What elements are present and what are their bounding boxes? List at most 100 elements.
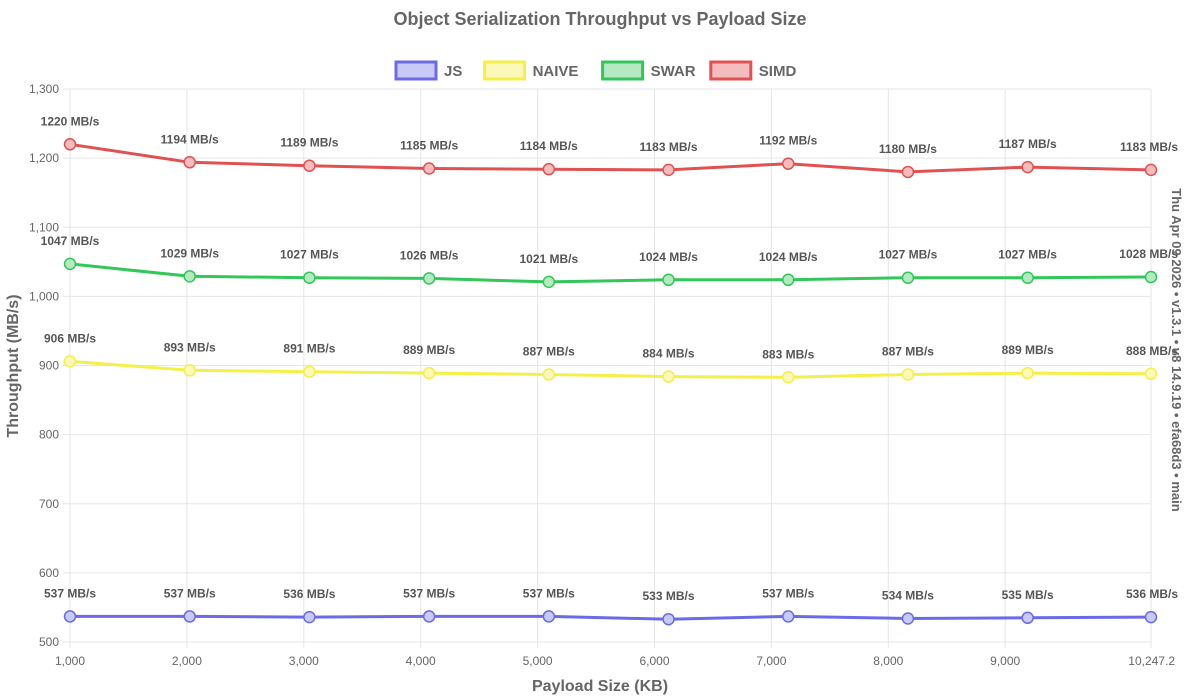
data-point[interactable] [901, 612, 915, 625]
legend-item-js[interactable]: JS [394, 60, 462, 81]
data-point[interactable] [901, 271, 915, 284]
series-swar: 1047 MB/s 1029 MB/s 1027 MB/s 1026 MB/s 1021… [41, 234, 1178, 289]
x-tick-label: 4,000 [406, 654, 436, 668]
data-label: 1027 MB/s [998, 248, 1057, 262]
legend-item-simd[interactable]: SIMD [709, 60, 797, 81]
data-point[interactable] [542, 368, 556, 381]
data-label: 533 MB/s [643, 589, 695, 603]
legend-swatch [709, 60, 753, 81]
data-label: 891 MB/s [283, 342, 335, 356]
x-tick-label: 3,000 [289, 654, 319, 668]
x-axis-label: Payload Size (KB) [532, 678, 668, 695]
x-tick-label: 2,000 [172, 654, 202, 668]
data-point[interactable] [781, 371, 795, 384]
data-point[interactable] [1021, 160, 1034, 174]
data-label: 1183 MB/s [1120, 140, 1178, 154]
data-point[interactable] [781, 610, 795, 623]
data-point[interactable] [303, 271, 316, 284]
y-axis-ticks: 500 600 700 800 900 1,000 1,100 1,200 1,300 [29, 82, 59, 649]
data-point[interactable] [901, 165, 915, 179]
data-point[interactable] [542, 275, 556, 289]
data-point[interactable] [1021, 366, 1034, 380]
legend-label: SWAR [651, 63, 696, 80]
data-label: 537 MB/s [44, 586, 96, 600]
data-point[interactable] [63, 355, 77, 368]
data-point[interactable] [1021, 271, 1034, 284]
legend-item-swar[interactable]: SWAR [601, 60, 696, 81]
data-point[interactable] [422, 366, 436, 380]
legend-label: JS [444, 63, 462, 80]
series-line [70, 614, 1152, 621]
data-point[interactable] [422, 610, 436, 623]
data-point[interactable] [1144, 610, 1158, 624]
legend-label: NAIVE [533, 63, 579, 80]
x-tick-label: 6,000 [639, 654, 669, 668]
data-point[interactable] [901, 368, 915, 381]
y-tick-label: 1,000 [29, 289, 59, 303]
x-tick-label: 9,000 [990, 654, 1020, 668]
y-tick-label: 500 [39, 635, 59, 649]
data-point[interactable] [1021, 611, 1034, 625]
data-label: 534 MB/s [882, 588, 934, 602]
legend-item-naive[interactable]: NAIVE [483, 60, 579, 81]
data-label: 889 MB/s [403, 343, 455, 357]
data-point[interactable] [422, 272, 436, 285]
data-label: 535 MB/s [1002, 588, 1054, 602]
grid [63, 88, 1152, 648]
data-point[interactable] [662, 163, 675, 177]
y-tick-label: 900 [39, 359, 59, 373]
legend-swatch [601, 60, 645, 81]
data-label: 1027 MB/s [280, 248, 339, 262]
data-label: 1189 MB/s [280, 136, 338, 150]
data-point[interactable] [63, 138, 77, 151]
data-label: 893 MB/s [164, 340, 216, 354]
data-label: 888 MB/s [1126, 344, 1178, 358]
data-label: 883 MB/s [762, 347, 814, 361]
data-point[interactable] [183, 270, 196, 283]
data-point[interactable] [781, 273, 795, 287]
y-tick-label: 1,100 [29, 220, 59, 234]
data-label: 1021 MB/s [519, 252, 578, 266]
data-point[interactable] [1144, 163, 1158, 177]
series-naive: 906 MB/s 893 MB/s 891 MB/s 889 MB/s 887 MB/s… [44, 331, 1178, 384]
data-point[interactable] [183, 364, 196, 377]
data-label: 537 MB/s [403, 586, 455, 600]
data-point[interactable] [183, 610, 196, 623]
data-label: 1029 MB/s [160, 246, 219, 260]
data-point[interactable] [63, 610, 77, 623]
data-label: 1183 MB/s [640, 140, 698, 154]
legend-swatch [394, 60, 438, 81]
data-label: 1184 MB/s [520, 139, 578, 153]
data-point[interactable] [303, 365, 316, 378]
build-info-note: Thu Apr 09 2026 • v1.3.1 • v8 14.9.19 • … [1169, 188, 1184, 511]
y-tick-label: 800 [39, 428, 59, 442]
data-label: 536 MB/s [1126, 587, 1178, 601]
data-point[interactable] [1144, 270, 1158, 284]
data-label: 1024 MB/s [639, 250, 698, 264]
data-point[interactable] [303, 610, 316, 624]
data-label: 537 MB/s [523, 586, 575, 600]
data-point[interactable] [542, 610, 556, 623]
data-point[interactable] [1144, 367, 1158, 381]
data-point[interactable] [662, 370, 675, 383]
series-line [69, 359, 1152, 379]
data-point[interactable] [422, 162, 436, 175]
data-point[interactable] [183, 156, 196, 169]
data-point[interactable] [63, 257, 77, 271]
data-label: 1028 MB/s [1119, 247, 1178, 261]
data-point[interactable] [781, 157, 795, 170]
x-tick-label: 1,000 [55, 654, 85, 668]
data-label: 537 MB/s [762, 586, 814, 600]
series-line [69, 262, 1152, 284]
x-tick-label: 10,247.2 [1128, 654, 1175, 668]
y-tick-label: 1,200 [29, 151, 59, 165]
data-label: 1194 MB/s [161, 132, 219, 146]
data-point[interactable] [662, 273, 675, 287]
legend: JS NAIVE SWAR SIMD [394, 60, 797, 81]
legend-swatch [483, 60, 527, 81]
data-label: 1185 MB/s [400, 138, 458, 152]
data-point[interactable] [542, 162, 556, 176]
data-point[interactable] [303, 159, 316, 172]
data-point[interactable] [662, 612, 675, 626]
data-label: 1180 MB/s [879, 142, 937, 156]
